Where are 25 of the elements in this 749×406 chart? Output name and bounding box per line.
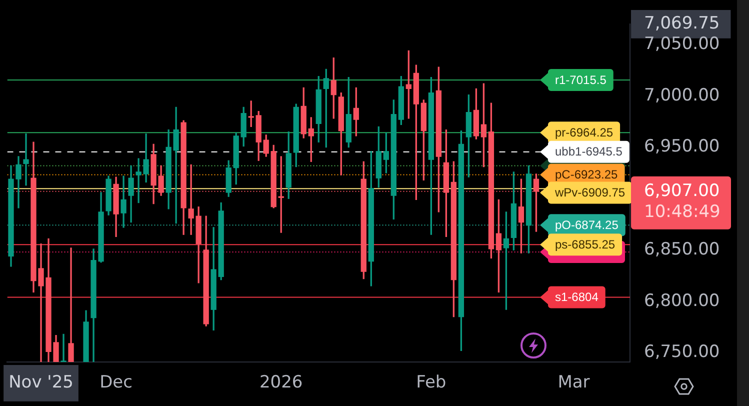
y-tick-label: 6,850.00 (644, 239, 720, 260)
x-tick-label: 2026 (259, 372, 303, 393)
candlestick (68, 248, 74, 362)
y-tick-label: 6,750.00 (644, 342, 720, 362)
x-tick-label: Dec (100, 372, 132, 393)
text: 10:48:49 (644, 202, 720, 222)
ref-line-label: ps-6855.25 (555, 237, 616, 252)
candlestick (23, 134, 29, 186)
ref-line-label: wPv-6909.75 (554, 186, 626, 200)
ref-line-label: 6,907.00 (644, 180, 720, 201)
ref-line-label: pr-6964.25 (555, 125, 614, 140)
ref-line-label: ubb1-6945.5 (555, 144, 623, 159)
y-tick-label: 7,069.75 (644, 14, 720, 34)
ref-line-label: r1-7015.5 (555, 72, 607, 87)
ref-line-label: s1-6804 (555, 290, 599, 304)
x-tick-label: Feb (416, 372, 446, 393)
ref-line-label: pO-6874.25 (555, 218, 619, 232)
y-tick-label: 6,950.00 (644, 136, 720, 157)
y-tick-label: 7,050.00 (644, 34, 720, 54)
x-tick-label: Nov '25 (8, 372, 74, 393)
y-tick-label: 7,000.00 (644, 85, 720, 106)
candlestick (60, 334, 66, 362)
y-tick-label: 6,800.00 (644, 290, 720, 311)
x-tick-label: Mar (558, 372, 590, 393)
ref-line-label: pC-6923.25 (555, 168, 618, 182)
